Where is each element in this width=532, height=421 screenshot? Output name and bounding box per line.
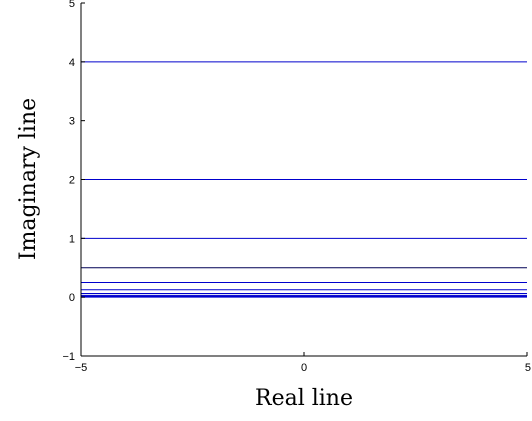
x-tick-label-0: −5 bbox=[75, 362, 88, 374]
y-tick-label-5: 4 bbox=[69, 57, 75, 69]
axes-layer: −1 0 1 2 3 4 5 −5 0 5 bbox=[62, 0, 531, 374]
y-axis-label: Imaginary line bbox=[16, 98, 41, 260]
x-tick-label-1: 0 bbox=[301, 362, 307, 374]
y-tick-label-6: 5 bbox=[69, 0, 75, 10]
x-axis-label: Real line bbox=[255, 386, 353, 411]
y-tick-label-1: 0 bbox=[69, 292, 75, 304]
y-tick-label-0: −1 bbox=[62, 351, 75, 363]
x-tick-label-2: 5 bbox=[525, 362, 531, 374]
series-layer bbox=[81, 61, 527, 298]
y-tick-label-4: 3 bbox=[69, 116, 75, 128]
y-tick-label-2: 1 bbox=[69, 233, 75, 245]
y-tick-label-3: 2 bbox=[69, 175, 75, 187]
